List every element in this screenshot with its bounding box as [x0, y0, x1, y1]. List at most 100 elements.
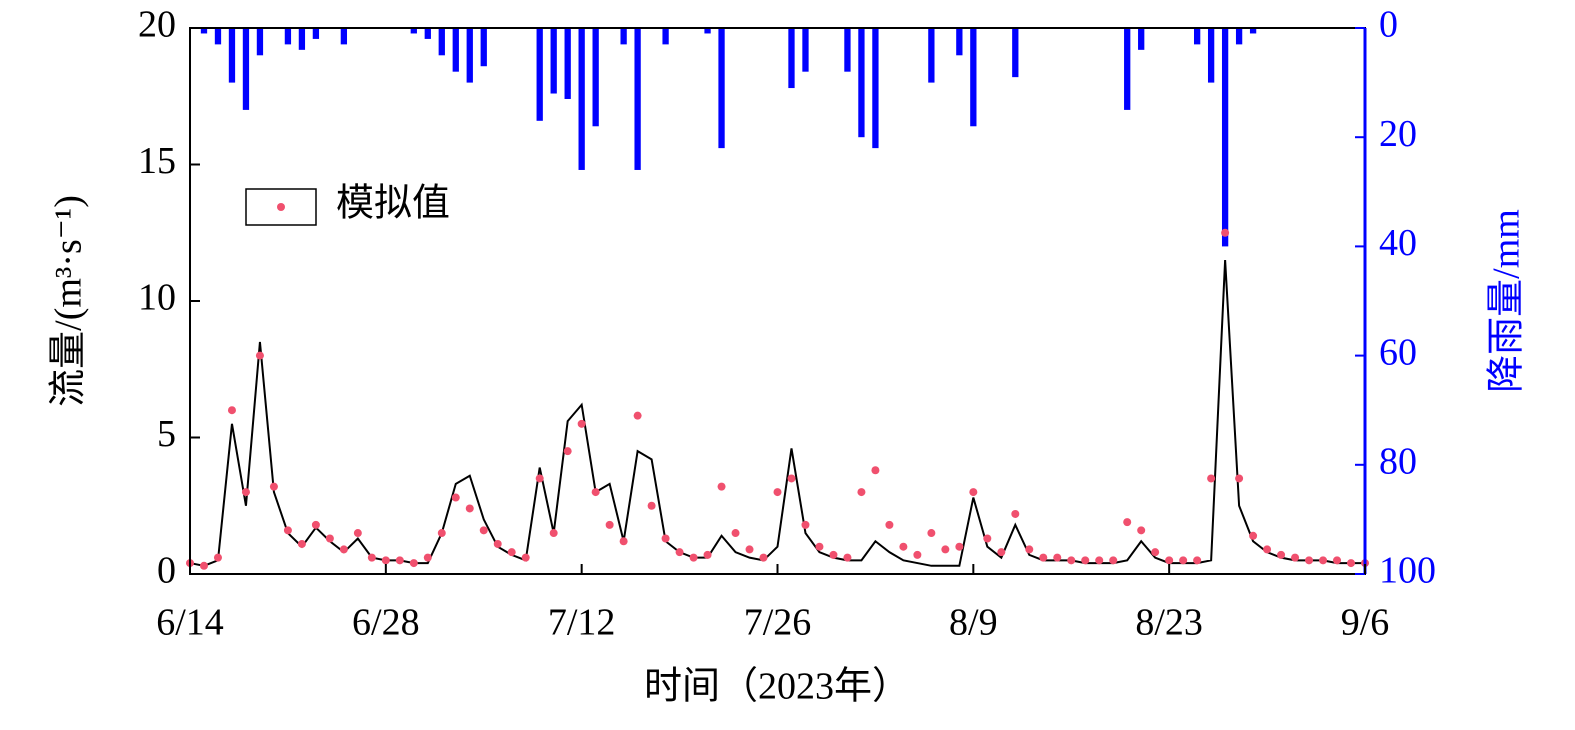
sim-point: [1249, 531, 1258, 540]
sim-point: [395, 556, 404, 565]
sim-point: [787, 474, 796, 483]
sim-point: [213, 553, 222, 562]
sim-point: [1039, 553, 1048, 562]
rain-bar: [410, 28, 417, 34]
sim-point: [1235, 474, 1244, 483]
rain-bar: [928, 28, 935, 83]
sim-point: [507, 548, 516, 557]
rain-bar: [1207, 28, 1215, 83]
y-tick-label: 15: [138, 140, 176, 182]
sim-point: [605, 520, 614, 529]
rain-bar: [312, 28, 320, 39]
sim-point: [199, 561, 208, 570]
sim-point: [479, 526, 488, 535]
x-tick-label: 6/28: [352, 602, 420, 644]
rain-bar: [578, 28, 585, 170]
rain-bar: [564, 28, 571, 99]
sim-point: [1095, 556, 1104, 565]
rain-bar: [620, 28, 627, 45]
sim-point: [255, 351, 264, 360]
rain-bar: [438, 28, 445, 56]
sim-point: [535, 474, 544, 483]
rain-bar: [592, 28, 599, 127]
observed-line: [189, 259, 1365, 567]
sim-point: [451, 493, 460, 502]
y2-tick-label: 60: [1379, 331, 1417, 373]
sim-point: [843, 553, 852, 562]
rain-bar: [662, 28, 669, 45]
y2-tick-label: 100: [1379, 550, 1436, 592]
sim-point: [829, 550, 838, 559]
rain-bar: [858, 28, 865, 138]
rain-bar: [788, 28, 795, 89]
y-axis-label: 流量/(m³·s⁻¹): [48, 195, 90, 407]
sim-point: [633, 411, 642, 420]
sim-point: [1151, 548, 1160, 557]
legend-label: 模拟值: [336, 183, 450, 225]
sim-point: [241, 488, 250, 497]
sim-point: [577, 419, 586, 428]
rain-bar: [872, 28, 879, 149]
sim-point: [1333, 556, 1342, 565]
y2-tick-label: 20: [1379, 113, 1417, 155]
x-tick-label: 7/12: [548, 602, 616, 644]
rain-bar: [970, 28, 977, 127]
sim-point: [1123, 518, 1132, 527]
rain-bar: [424, 28, 431, 39]
y-tick-label: 0: [157, 550, 176, 592]
sim-point: [1319, 556, 1328, 565]
x-axis-label: 时间（2023年）: [644, 666, 910, 708]
rain-bar: [704, 28, 711, 34]
sim-point: [717, 482, 726, 491]
sim-point: [997, 548, 1006, 557]
sim-point: [1193, 556, 1202, 565]
sim-point: [367, 553, 376, 562]
rain-bar: [466, 28, 473, 83]
sim-point: [311, 520, 320, 529]
sim-point: [983, 534, 992, 543]
sim-point: [563, 447, 572, 456]
rain-bar: [956, 28, 963, 56]
sim-point: [647, 501, 656, 510]
x-tick-label: 8/9: [949, 602, 998, 644]
sim-point: [969, 488, 978, 497]
sim-point: [955, 542, 964, 551]
rain-bar: [256, 28, 264, 56]
rain-bar: [1235, 28, 1243, 45]
y-tick-label: 20: [138, 4, 176, 46]
sim-point: [1291, 553, 1300, 562]
rain-bar: [1193, 28, 1201, 45]
x-tick-label: 6/14: [156, 602, 224, 644]
rain-bar: [1138, 28, 1145, 50]
x-tick-label: 8/23: [1135, 602, 1203, 644]
sim-point: [437, 529, 446, 538]
rain-bar: [200, 28, 208, 34]
sim-point: [731, 529, 740, 538]
sim-point: [227, 406, 236, 415]
rain-bar: [452, 28, 459, 72]
sim-point: [745, 545, 754, 554]
rain-bar: [634, 28, 641, 170]
sim-point: [591, 488, 600, 497]
rain-bar: [1249, 28, 1257, 34]
sim-point: [1011, 509, 1020, 518]
legend-marker: [277, 203, 285, 211]
sim-point: [353, 529, 362, 538]
sim-point: [1347, 559, 1356, 568]
sim-point: [899, 542, 908, 551]
rain-bar: [480, 28, 487, 67]
y2-tick-label: 0: [1379, 4, 1398, 46]
sim-point: [1067, 556, 1076, 565]
rain-bar: [550, 28, 557, 94]
x-tick-label: 9/6: [1341, 602, 1390, 644]
sim-point: [1277, 550, 1286, 559]
sim-point: [927, 529, 936, 538]
rain-bar: [228, 28, 236, 83]
y-tick-label: 10: [138, 277, 176, 319]
sim-point: [465, 504, 474, 513]
y-tick-label: 5: [157, 413, 176, 455]
sim-point: [689, 553, 698, 562]
rain-bar: [284, 28, 292, 45]
sim-point: [1109, 556, 1118, 565]
